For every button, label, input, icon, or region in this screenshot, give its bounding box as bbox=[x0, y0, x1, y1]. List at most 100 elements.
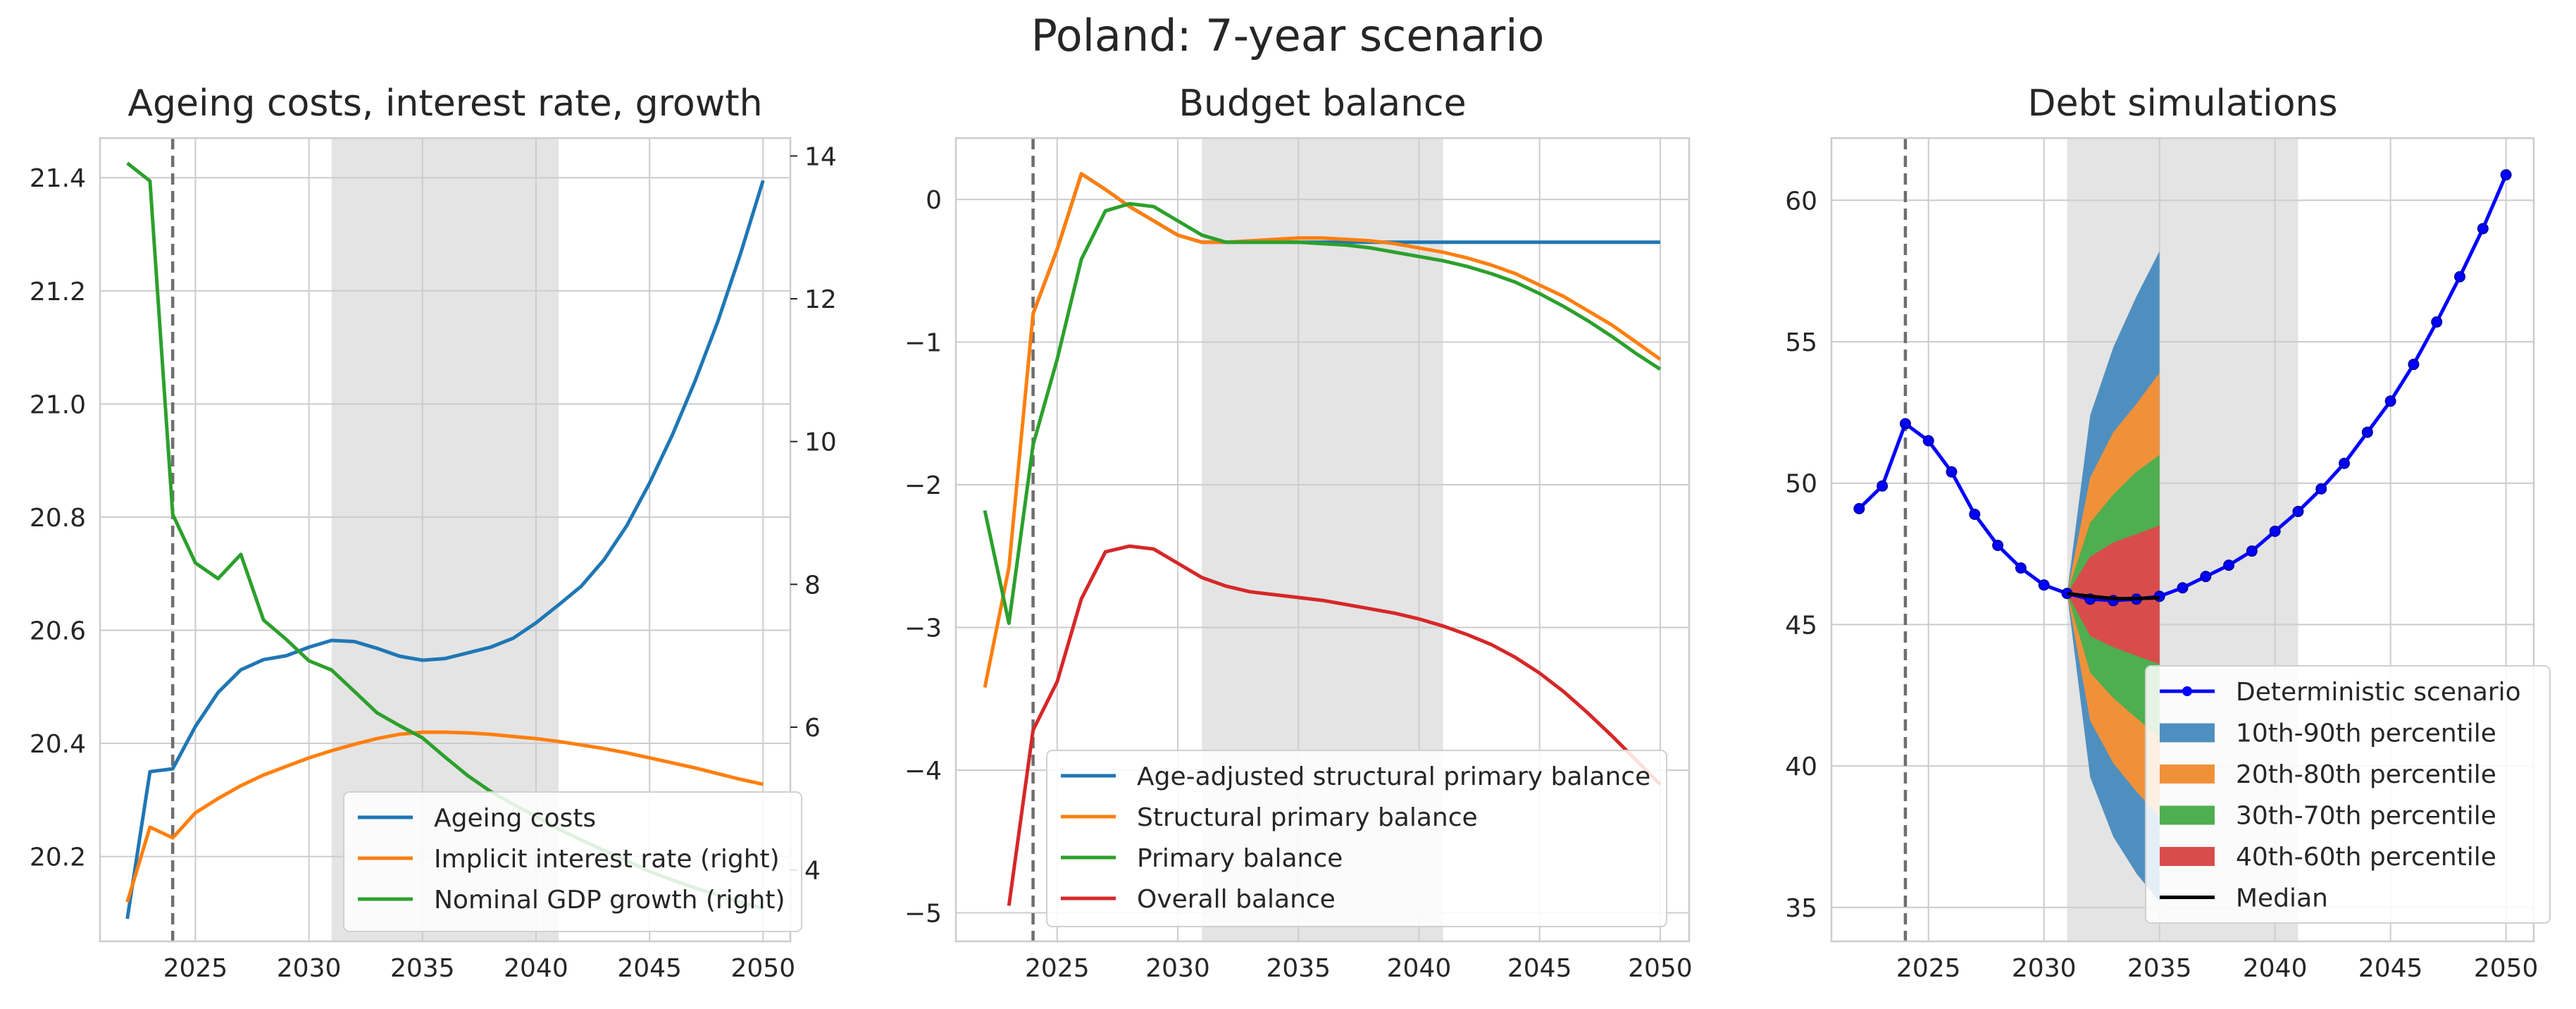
y-tick-label: 20.2 bbox=[30, 843, 86, 872]
data-point bbox=[2200, 571, 2212, 583]
x-tick-label: 2040 bbox=[1387, 954, 1452, 983]
data-point bbox=[2431, 316, 2443, 328]
legend-swatch bbox=[2160, 805, 2215, 825]
legend: Ageing costs Implicit interest rate (righ… bbox=[343, 791, 802, 932]
legend-box bbox=[343, 791, 802, 932]
panel-title: Ageing costs, interest rate, growth bbox=[127, 82, 762, 125]
series-line-ageing-costs bbox=[125, 180, 765, 920]
y-tick-label: 20.4 bbox=[30, 730, 86, 759]
data-point bbox=[1853, 502, 1865, 514]
legend-label: Structural primary balance bbox=[1137, 803, 1478, 832]
y-tick-label: 21.0 bbox=[30, 390, 86, 419]
x-tick-label: 2045 bbox=[1507, 954, 1572, 983]
data-point bbox=[2246, 545, 2258, 557]
y2-tick-label: 14 bbox=[804, 142, 837, 171]
x-tick-label: 2050 bbox=[1628, 954, 1693, 983]
data-point bbox=[2408, 359, 2420, 371]
y-tick-label: 21.2 bbox=[30, 278, 86, 307]
data-point bbox=[2454, 271, 2466, 283]
legend-swatch bbox=[2160, 847, 2215, 866]
x-tick-label: 2050 bbox=[2474, 954, 2539, 983]
data-point bbox=[2361, 426, 2373, 438]
data-point bbox=[2384, 395, 2396, 407]
legend-marker bbox=[2182, 686, 2192, 696]
y-tick-label: −2 bbox=[904, 471, 942, 500]
y-tick-label: 40 bbox=[1785, 753, 1817, 781]
legend-swatch bbox=[2160, 723, 2215, 743]
x-tick-label: 2045 bbox=[2358, 954, 2423, 983]
legend-label: Deterministic scenario bbox=[2236, 678, 2521, 707]
panel-title: Budget balance bbox=[1178, 82, 1466, 125]
x-tick-label: 2040 bbox=[2243, 954, 2308, 983]
panel-budget-balance: 2025 2030 2035 2040 2045 2050 −5 −4 −3 −2 −1 0 Budge… bbox=[904, 82, 1693, 983]
x-tick-label: 2025 bbox=[1896, 954, 1961, 983]
x-tick-label: 2045 bbox=[617, 954, 682, 983]
data-point bbox=[2292, 505, 2304, 517]
legend: Age-adjusted structural primary balance S… bbox=[1046, 750, 1667, 927]
series-line-primary-balance bbox=[983, 202, 1662, 625]
y-tick-label: 50 bbox=[1785, 470, 1817, 499]
y-tick-label: 60 bbox=[1785, 187, 1817, 216]
legend-label: 20th-80th percentile bbox=[2236, 760, 2496, 789]
legend-label: Primary balance bbox=[1137, 844, 1343, 873]
y2-tick-label: 12 bbox=[804, 285, 837, 314]
x-tick-label: 2030 bbox=[277, 954, 342, 983]
x-tick-label: 2035 bbox=[390, 954, 455, 983]
data-point bbox=[2015, 562, 2027, 574]
legend-label: Implicit interest rate (right) bbox=[434, 845, 780, 874]
series-line-median bbox=[2067, 591, 2160, 600]
legend-label: Age-adjusted structural primary balance bbox=[1137, 762, 1650, 791]
y-tick-label: 0 bbox=[926, 186, 942, 215]
legend: Deterministic scenario 10th-90th percenti… bbox=[2145, 665, 2551, 924]
axes-frame bbox=[954, 137, 1691, 943]
y-tick-label: −4 bbox=[904, 757, 942, 786]
axes-frame bbox=[99, 137, 792, 943]
panel-debt-simulations: 2025 2030 2035 2040 2045 2050 35 40 45 50 55 60 Debt… bbox=[1785, 82, 2551, 983]
legend-swatch bbox=[2160, 765, 2215, 784]
figure-title: Poland: 7-year scenario bbox=[1031, 10, 1545, 61]
y-tick-label: −5 bbox=[904, 900, 942, 929]
data-point bbox=[1969, 508, 1981, 520]
y-tick-label: 35 bbox=[1785, 894, 1817, 923]
y-tick-label: 21.4 bbox=[30, 164, 86, 193]
y2-tick-label: 10 bbox=[804, 428, 837, 457]
panel-title: Debt simulations bbox=[2027, 82, 2337, 125]
x-tick-label: 2030 bbox=[2012, 954, 2077, 983]
data-point bbox=[1992, 540, 2004, 552]
y-tick-label: −3 bbox=[904, 614, 942, 643]
legend-box bbox=[2145, 665, 2551, 924]
legend-label: Overall balance bbox=[1137, 885, 1336, 914]
data-point bbox=[2477, 223, 2489, 235]
legend-label: 30th-70th percentile bbox=[2236, 802, 2496, 831]
panel-ageing-costs: 2025 2030 2035 2040 2045 2050 20.2 20.4 20.6 20.8… bbox=[30, 82, 837, 983]
legend-box bbox=[1046, 750, 1667, 927]
data-point bbox=[2339, 457, 2351, 469]
fan-band-40th-60th-percentile bbox=[2067, 525, 2160, 664]
x-tick-label: 2035 bbox=[1266, 954, 1331, 983]
y2-tick-label: 8 bbox=[804, 571, 821, 600]
data-point bbox=[2223, 559, 2235, 571]
x-tick-label: 2035 bbox=[2127, 954, 2192, 983]
x-tick-label: 2050 bbox=[731, 954, 796, 983]
y-tick-label: 45 bbox=[1785, 611, 1817, 640]
y-tick-label: 20.8 bbox=[30, 504, 86, 533]
axes-frame bbox=[1830, 137, 2535, 943]
legend-label: Nominal GDP growth (right) bbox=[434, 886, 785, 915]
data-point bbox=[2500, 169, 2512, 181]
data-point bbox=[1899, 418, 1911, 430]
plot-area bbox=[983, 138, 1662, 941]
legend-label: Ageing costs bbox=[434, 804, 596, 833]
y-tick-label: 20.6 bbox=[30, 617, 86, 645]
data-point bbox=[1922, 435, 1934, 447]
x-tick-label: 2025 bbox=[1025, 954, 1090, 983]
data-point bbox=[1877, 480, 1889, 492]
y2-tick-label: 4 bbox=[804, 857, 821, 886]
series-line-implicit-interest-rate-right bbox=[125, 730, 764, 903]
data-point bbox=[1946, 466, 1958, 478]
series-line-overall-balance bbox=[1007, 544, 1662, 906]
x-tick-label: 2025 bbox=[163, 954, 228, 983]
x-tick-label: 2030 bbox=[1145, 954, 1210, 983]
data-point bbox=[2315, 483, 2327, 495]
legend-label: 10th-90th percentile bbox=[2236, 719, 2496, 748]
